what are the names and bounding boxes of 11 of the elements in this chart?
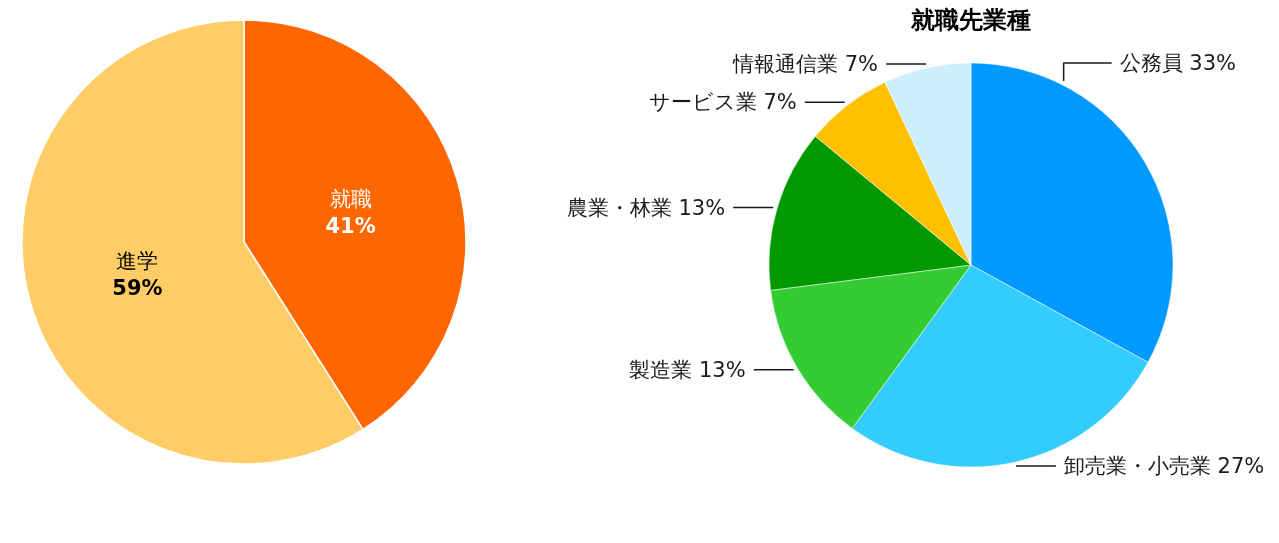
slice-label: 農業・林業 13% bbox=[566, 195, 726, 220]
slice-label: 製造業 13% bbox=[629, 357, 746, 382]
slice-label: 公務員 33% bbox=[1119, 51, 1237, 76]
data-label: 41% bbox=[325, 214, 376, 239]
slice-label: 情報通信業 7% bbox=[732, 51, 879, 76]
slice-label: サービス業 7% bbox=[648, 90, 797, 115]
slice-label: 卸売業・小売業 27% bbox=[1063, 454, 1265, 479]
data-label: 59% bbox=[112, 276, 163, 301]
slice-label: 就職 bbox=[329, 186, 372, 211]
slice-label: 進学 bbox=[116, 248, 159, 273]
chart-title: 就職先業種 bbox=[910, 5, 1032, 36]
